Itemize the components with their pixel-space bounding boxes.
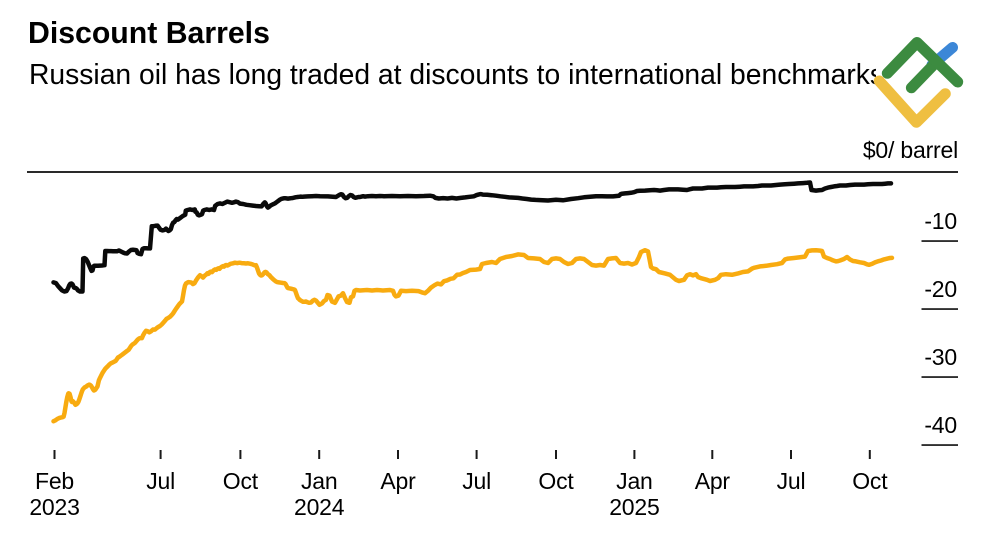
svg-text:Apr: Apr: [380, 468, 416, 494]
svg-text:Oct: Oct: [223, 468, 259, 494]
svg-text:2023: 2023: [29, 494, 79, 520]
svg-text:-30: -30: [924, 344, 957, 370]
svg-text:-10: -10: [924, 208, 957, 234]
svg-text:Oct: Oct: [538, 468, 574, 494]
svg-text:Jul: Jul: [462, 468, 491, 494]
svg-text:Jan: Jan: [301, 468, 337, 494]
svg-text:Jul: Jul: [777, 468, 806, 494]
svg-text:Oct: Oct: [852, 468, 888, 494]
svg-text:$0/ barrel: $0/ barrel: [863, 137, 958, 163]
svg-text:Apr: Apr: [695, 468, 731, 494]
svg-text:2024: 2024: [294, 494, 345, 520]
svg-text:2025: 2025: [609, 494, 659, 520]
svg-text:Feb: Feb: [35, 468, 74, 494]
svg-text:Jul: Jul: [146, 468, 175, 494]
svg-text:Jan: Jan: [616, 468, 652, 494]
svg-text:-20: -20: [924, 276, 957, 302]
svg-text:-40: -40: [924, 412, 957, 438]
